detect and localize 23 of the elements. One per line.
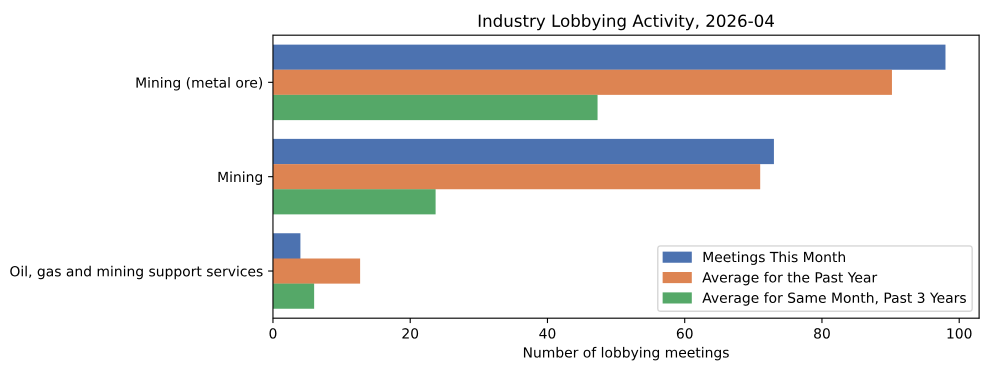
- bar: [272, 44, 946, 70]
- bar: [272, 70, 892, 95]
- legend-label: Average for the Past Year: [702, 272, 878, 286]
- x-tick-label: 40: [539, 328, 556, 339]
- legend-label: Average for Same Month, Past 3 Years: [702, 292, 966, 306]
- x-tick-label: 100: [947, 328, 972, 339]
- y-tick-label: Mining (metal ore): [136, 77, 262, 90]
- x-tick-label: 20: [402, 328, 418, 339]
- bar: [272, 189, 436, 214]
- bar: [272, 233, 300, 258]
- bar: [272, 94, 598, 120]
- chart-title: Industry Lobbying Activity, 2026-04: [478, 14, 774, 30]
- bar: [272, 284, 314, 309]
- x-tick-label: 0: [269, 328, 276, 339]
- bar: [272, 138, 774, 164]
- y-tick-label: Oil, gas and mining support services: [10, 266, 263, 280]
- y-tick-label: Mining: [218, 171, 262, 185]
- bar: [272, 164, 760, 190]
- bar: [272, 258, 360, 284]
- x-tick-label: 80: [814, 328, 830, 339]
- x-axis-title: Number of lobbying meetings: [524, 346, 729, 360]
- x-tick-label: 60: [676, 328, 693, 339]
- legend-label: Meetings This Month: [704, 251, 846, 265]
